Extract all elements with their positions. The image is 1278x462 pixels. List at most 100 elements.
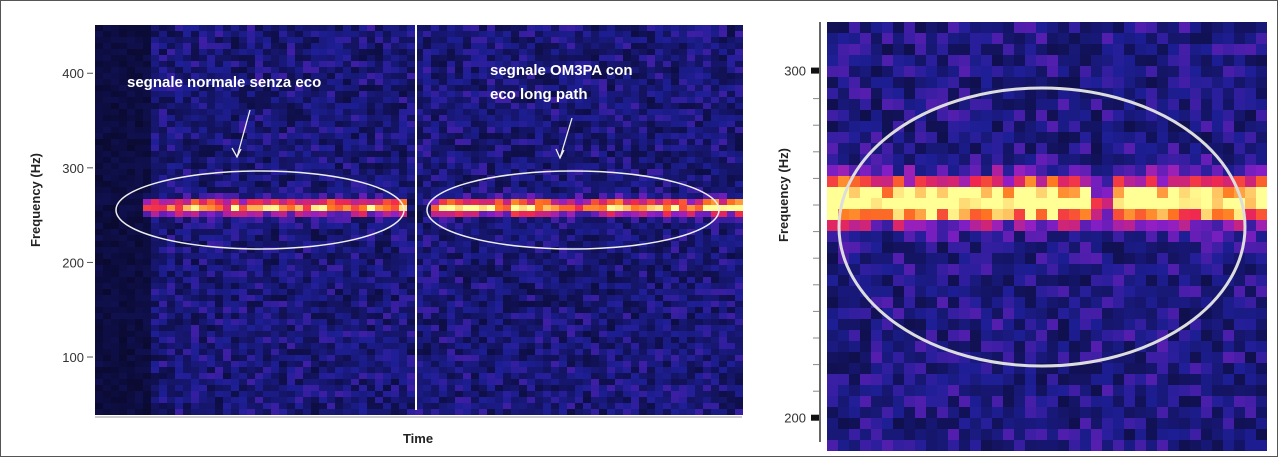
- spectrogram-cell: [567, 247, 575, 253]
- spectrogram-cell: [95, 319, 103, 325]
- spectrogram-cell: [367, 349, 375, 355]
- spectrogram-cell: [319, 199, 327, 205]
- spectrogram-cell: [647, 187, 655, 193]
- spectrogram-cell: [623, 199, 631, 205]
- spectrogram-cell: [703, 271, 711, 277]
- spectrogram-cell: [159, 301, 167, 307]
- spectrogram-cell: [391, 367, 399, 373]
- spectrogram-cell: [471, 163, 479, 169]
- spectrogram-cell: [399, 157, 407, 163]
- spectrogram-cell: [311, 49, 319, 55]
- spectrogram-cell: [703, 169, 711, 175]
- spectrogram-cell: [687, 139, 695, 145]
- spectrogram-cell: [599, 337, 607, 343]
- spectrogram-cell: [663, 79, 671, 85]
- spectrogram-cell: [143, 397, 151, 403]
- spectrogram-cell: [567, 163, 575, 169]
- spectrogram-cell: [135, 337, 143, 343]
- spectrogram-cell: [167, 277, 175, 283]
- spectrogram-cell: [583, 241, 591, 247]
- spectrogram-cell: [239, 91, 247, 97]
- spectrogram-cell: [487, 133, 495, 139]
- spectrogram-cell: [567, 403, 575, 409]
- spectrogram-cell: [575, 157, 583, 163]
- spectrogram-cell: [599, 331, 607, 337]
- spectrogram-cell: [295, 271, 303, 277]
- spectrogram-cell: [615, 289, 623, 295]
- spectrogram-cell: [463, 265, 471, 271]
- spectrogram-cell: [391, 91, 399, 97]
- spectrogram-cell: [359, 31, 367, 37]
- spectrogram-cell: [439, 175, 447, 181]
- spectrogram-cell: [655, 181, 663, 187]
- spectrogram-cell: [695, 85, 703, 91]
- spectrogram-cell: [135, 223, 143, 229]
- spectrogram-cell: [119, 391, 127, 397]
- spectrogram-cell: [263, 349, 271, 355]
- spectrogram-cell: [463, 67, 471, 73]
- spectrogram-cell: [487, 295, 495, 301]
- spectrogram-cell: [271, 325, 279, 331]
- spectrogram-cell: [463, 31, 471, 37]
- spectrogram-cell: [431, 349, 439, 355]
- spectrogram-cell: [279, 403, 287, 409]
- spectrogram-cell: [167, 253, 175, 259]
- spectrogram-cell: [399, 277, 407, 283]
- spectrogram-cell: [623, 253, 631, 259]
- spectrogram-cell: [535, 307, 543, 313]
- spectrogram-cell: [295, 277, 303, 283]
- spectrogram-cell: [583, 181, 591, 187]
- spectrogram-cell: [279, 43, 287, 49]
- spectrogram-cell: [303, 379, 311, 385]
- spectrogram-cell: [471, 127, 479, 133]
- spectrogram-cell: [263, 235, 271, 241]
- spectrogram-cell: [471, 313, 479, 319]
- spectrogram-cell: [255, 229, 263, 235]
- spectrogram-cell: [199, 265, 207, 271]
- spectrogram-cell: [695, 277, 703, 283]
- spectrogram-cell: [247, 283, 255, 289]
- spectrogram-cell: [479, 397, 487, 403]
- spectrogram-cell: [311, 235, 319, 241]
- spectrogram-cell: [703, 325, 711, 331]
- spectrogram-cell: [199, 229, 207, 235]
- spectrogram-cell: [551, 277, 559, 283]
- spectrogram-cell: [583, 265, 591, 271]
- spectrogram-cell: [135, 361, 143, 367]
- spectrogram-cell: [383, 175, 391, 181]
- spectrogram-cell: [503, 259, 511, 265]
- spectrogram-cell: [631, 193, 639, 199]
- spectrogram-cell: [271, 247, 279, 253]
- spectrogram-cell: [351, 121, 359, 127]
- spectrogram-cell: [135, 199, 143, 205]
- spectrogram-cell: [703, 355, 711, 361]
- spectrogram-cell: [311, 127, 319, 133]
- spectrogram-cell: [503, 313, 511, 319]
- spectrogram-cell: [623, 283, 631, 289]
- spectrogram-cell: [295, 91, 303, 97]
- spectrogram-cell: [255, 97, 263, 103]
- spectrogram-cell: [151, 307, 159, 313]
- spectrogram-cell: [151, 283, 159, 289]
- spectrogram-cell: [375, 43, 383, 49]
- spectrogram-cell: [431, 97, 439, 103]
- spectrogram-cell: [687, 295, 695, 301]
- spectrogram-cell: [471, 139, 479, 145]
- spectrogram-cell: [279, 253, 287, 259]
- spectrogram-cell: [663, 355, 671, 361]
- spectrogram-cell: [239, 307, 247, 313]
- spectrogram-cell: [375, 295, 383, 301]
- spectrogram-cell: [551, 355, 559, 361]
- spectrogram-cell: [607, 217, 615, 223]
- spectrogram-cell: [175, 319, 183, 325]
- spectrogram-cell: [295, 373, 303, 379]
- spectrogram-cell: [255, 373, 263, 379]
- spectrogram-cell: [543, 31, 551, 37]
- spectrogram-cell: [271, 385, 279, 391]
- spectrogram-cell: [607, 379, 615, 385]
- spectrogram-cell: [367, 409, 375, 415]
- spectrogram-cell: [447, 103, 455, 109]
- spectrogram-cell: [167, 319, 175, 325]
- spectrogram-cell: [503, 229, 511, 235]
- spectrogram-cell: [399, 319, 407, 325]
